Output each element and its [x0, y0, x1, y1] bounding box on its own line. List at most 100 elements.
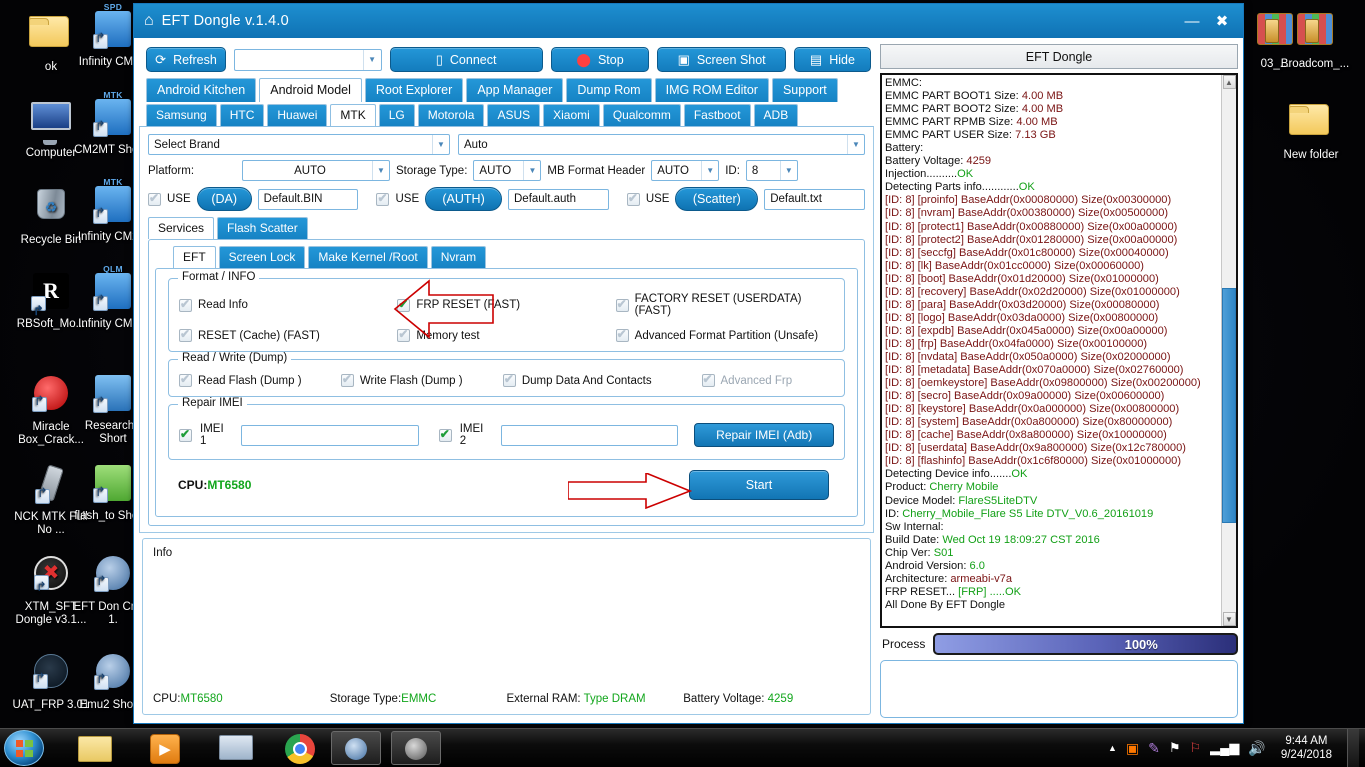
minimize-button[interactable]: — — [1184, 12, 1200, 30]
tab-services[interactable]: Services — [148, 217, 215, 239]
pen-icon[interactable]: ✎ — [1148, 739, 1160, 756]
memory-test-checkbox[interactable] — [397, 327, 411, 342]
imei1-input[interactable] — [241, 424, 419, 446]
use-scatter-checkbox[interactable] — [626, 191, 640, 206]
desktop-icon-research-download[interactable]: Research - Short — [70, 372, 156, 446]
desktop-icon-flash-tool[interactable]: flash_to Shorto — [70, 462, 156, 523]
screenshot-button[interactable]: ▣ Screen Shot — [657, 47, 786, 72]
tab-make-kernel-root[interactable]: Make Kernel /Root — [308, 246, 428, 268]
use-da-checkbox[interactable] — [148, 191, 161, 206]
desktop-icon-infinity-cm2s[interactable]: SPD Infinity CM2S — [70, 2, 156, 69]
tab-android-kitchen[interactable]: Android Kitchen — [146, 78, 257, 102]
reset-cache-checkbox[interactable] — [179, 327, 192, 342]
option-frp-reset[interactable]: FRP RESET (FAST) — [394, 279, 615, 339]
da-button[interactable]: (DA) — [196, 187, 252, 211]
desktop-icon-xtm-sft[interactable]: ✖ XTM_SFT Dongle v3.1... — [8, 552, 94, 627]
port-select[interactable]: ▼ — [234, 48, 382, 71]
desktop-icon-nck-mtk[interactable]: NCK MTK Full No ... — [8, 462, 94, 537]
volume-icon[interactable]: 🔊 — [1248, 739, 1266, 756]
tab-huawei[interactable]: Huawei — [267, 104, 328, 126]
show-hidden-icons-icon[interactable]: ▲ — [1107, 743, 1117, 753]
advanced-format-checkbox[interactable] — [615, 327, 629, 342]
option-dump-data-contacts[interactable]: Dump Data And Contacts — [502, 372, 702, 387]
clock[interactable]: 9:44 AM 9/24/2018 — [1275, 734, 1338, 762]
use-auth-checkbox[interactable] — [376, 191, 390, 206]
option-reset-cache[interactable]: RESET (Cache) (FAST) — [179, 327, 397, 342]
desktop-icon-new-folder[interactable]: New folder — [1268, 96, 1354, 162]
tab-xiaomi[interactable]: Xiaomi — [543, 104, 600, 126]
refresh-button[interactable]: ⟳ Refresh — [146, 47, 226, 72]
network-flag-icon[interactable]: ⚑ — [1168, 740, 1181, 755]
desktop-icon-uat-frp[interactable]: UAT_FRP 3.01 — [8, 650, 94, 712]
tab-screen-lock[interactable]: Screen Lock — [218, 246, 306, 268]
tab-img-rom-editor[interactable]: IMG ROM Editor — [654, 78, 769, 102]
action-center-icon[interactable]: ⚐ — [1189, 740, 1202, 755]
desktop-icon-emu2[interactable]: Emu2 Shorto — [70, 650, 156, 712]
option-memory-test[interactable]: Memory test — [397, 327, 615, 342]
id-select[interactable]: 8 ▼ — [745, 160, 798, 181]
stop-button[interactable]: ⬤ Stop — [550, 47, 650, 72]
explorer-icon[interactable] — [78, 731, 114, 765]
hide-button[interactable]: ▤ Hide — [793, 47, 871, 72]
tab-eft[interactable]: EFT — [173, 246, 216, 268]
desktop-icon-computer[interactable]: Computer — [8, 96, 94, 160]
tab-htc[interactable]: HTC — [219, 104, 265, 126]
write-flash-checkbox[interactable] — [340, 372, 354, 387]
desktop-icon-broadcom[interactable]: Broadcom_... — [1272, 8, 1358, 71]
desktop-icon-recycle-bin[interactable]: Recycle Bin — [8, 183, 94, 247]
taskbar-window-flash-tool[interactable] — [391, 731, 441, 765]
auth-button[interactable]: (AUTH) — [425, 187, 502, 211]
taskbar-window-eft-dongle[interactable] — [331, 731, 381, 765]
imei2-checkbox[interactable] — [438, 427, 452, 442]
chrome-icon[interactable] — [285, 731, 321, 765]
tab-samsung[interactable]: Samsung — [146, 104, 217, 126]
remote-desktop-icon[interactable] — [219, 731, 255, 765]
scroll-down-icon[interactable]: ▼ — [1222, 612, 1236, 626]
tab-root-explorer[interactable]: Root Explorer — [364, 78, 464, 102]
imei2-input[interactable] — [500, 424, 679, 446]
desktop-icon-rbsoft[interactable]: R RBSoft_Mo... — [8, 270, 94, 331]
storage-select[interactable]: AUTO ▼ — [473, 160, 542, 181]
scatter-path-input[interactable]: Default.txt — [764, 188, 866, 210]
da-path-input[interactable]: Default.BIN — [257, 188, 359, 210]
auth-path-input[interactable]: Default.auth — [508, 188, 609, 210]
tab-mtk[interactable]: MTK — [330, 104, 376, 126]
signal-icon[interactable]: ▂▄▆ — [1210, 740, 1240, 755]
tab-adb[interactable]: ADB — [753, 104, 799, 126]
tab-app-manager[interactable]: App Manager — [466, 78, 564, 102]
tab-fastboot[interactable]: Fastboot — [683, 104, 751, 126]
option-advanced-format[interactable]: Advanced Format Partition (Unsafe) — [615, 327, 834, 342]
frp-reset-checkbox[interactable] — [397, 297, 411, 312]
option-write-flash[interactable]: Write Flash (Dump ) — [340, 372, 503, 387]
option-read-info[interactable]: Read Info — [179, 293, 397, 317]
tab-nvram[interactable]: Nvram — [430, 246, 487, 268]
scatter-button[interactable]: (Scatter) — [675, 187, 759, 211]
tab-asus[interactable]: ASUS — [487, 104, 541, 126]
desktop-icon-eft-dongle-crack[interactable]: EFT Don Crack 1. — [70, 552, 156, 627]
start-button[interactable]: Start — [689, 470, 829, 500]
mbheader-select[interactable]: AUTO ▼ — [651, 160, 720, 181]
tab-dump-rom[interactable]: Dump Rom — [566, 78, 652, 102]
show-desktop-button[interactable] — [1347, 728, 1359, 767]
tab-support[interactable]: Support — [771, 78, 838, 102]
desktop-icon-infinity-cm2q[interactable]: QLM Infinity CM2Q — [70, 264, 156, 331]
scroll-up-icon[interactable]: ▲ — [1222, 75, 1236, 89]
read-info-checkbox[interactable] — [179, 297, 192, 312]
platform-select[interactable]: AUTO ▼ — [242, 160, 390, 181]
start-button[interactable] — [4, 730, 44, 766]
tab-android-model[interactable]: Android Model — [259, 78, 362, 102]
model-select[interactable]: Auto ▼ — [458, 134, 865, 155]
scroll-track[interactable] — [1222, 89, 1236, 612]
repair-imei-button[interactable]: Repair IMEI (Adb) — [694, 423, 834, 447]
imei1-checkbox[interactable] — [179, 427, 192, 442]
option-read-flash[interactable]: Read Flash (Dump ) — [179, 372, 341, 387]
tab-motorola[interactable]: Motorola — [417, 104, 485, 126]
option-factory-reset[interactable]: FACTORY RESET (USERDATA) (FAST) — [615, 293, 834, 317]
log-scrollbar[interactable]: ▲ ▼ — [1221, 75, 1236, 626]
factory-reset-checkbox[interactable] — [615, 297, 629, 312]
tab-flash-scatter[interactable]: Flash Scatter — [217, 217, 308, 239]
desktop-icon-archive-03[interactable]: 03_... — [1232, 8, 1318, 71]
avast-icon[interactable]: ▣ — [1125, 739, 1140, 756]
brand-select[interactable]: Select Brand ▼ — [148, 134, 450, 155]
desktop-icon-infinity-cm2m[interactable]: MTK Infinity CM2M — [70, 177, 156, 244]
